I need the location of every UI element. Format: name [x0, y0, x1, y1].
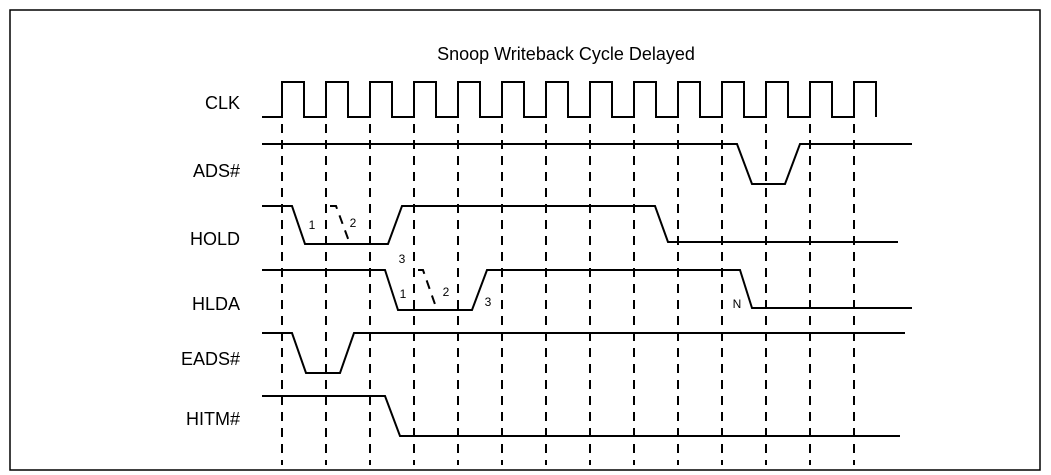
hlda-wave	[262, 269, 912, 311]
signal-label: CLK	[205, 93, 240, 113]
hlda-dashed	[418, 269, 438, 311]
signal-label: HOLD	[190, 229, 240, 249]
signal-label: ADS#	[193, 161, 240, 181]
frame	[9, 9, 1041, 471]
clk-wave	[262, 81, 877, 118]
hitm-wave	[262, 395, 900, 437]
hold-note: 3	[399, 252, 406, 266]
hlda-note: N	[733, 297, 742, 311]
hold-note: 1	[309, 218, 316, 232]
eads-wave	[262, 332, 905, 374]
title: Snoop Writeback Cycle Delayed	[437, 44, 695, 64]
hold-wave	[262, 205, 898, 245]
hlda-note: 2	[443, 285, 450, 299]
signal-labels: CLK ADS# HOLD HLDA EADS# HITM#	[181, 93, 240, 429]
dashed-grid	[281, 124, 855, 465]
hlda-note: 1	[400, 287, 407, 301]
signal-label: HLDA	[192, 294, 240, 314]
hold-dashed	[330, 205, 351, 245]
waveforms	[262, 81, 912, 437]
signal-label: EADS#	[181, 349, 240, 369]
ads-wave	[262, 143, 912, 185]
signal-label: HITM#	[186, 409, 240, 429]
hlda-note: 3	[485, 295, 492, 309]
hold-note: 2	[350, 216, 357, 230]
